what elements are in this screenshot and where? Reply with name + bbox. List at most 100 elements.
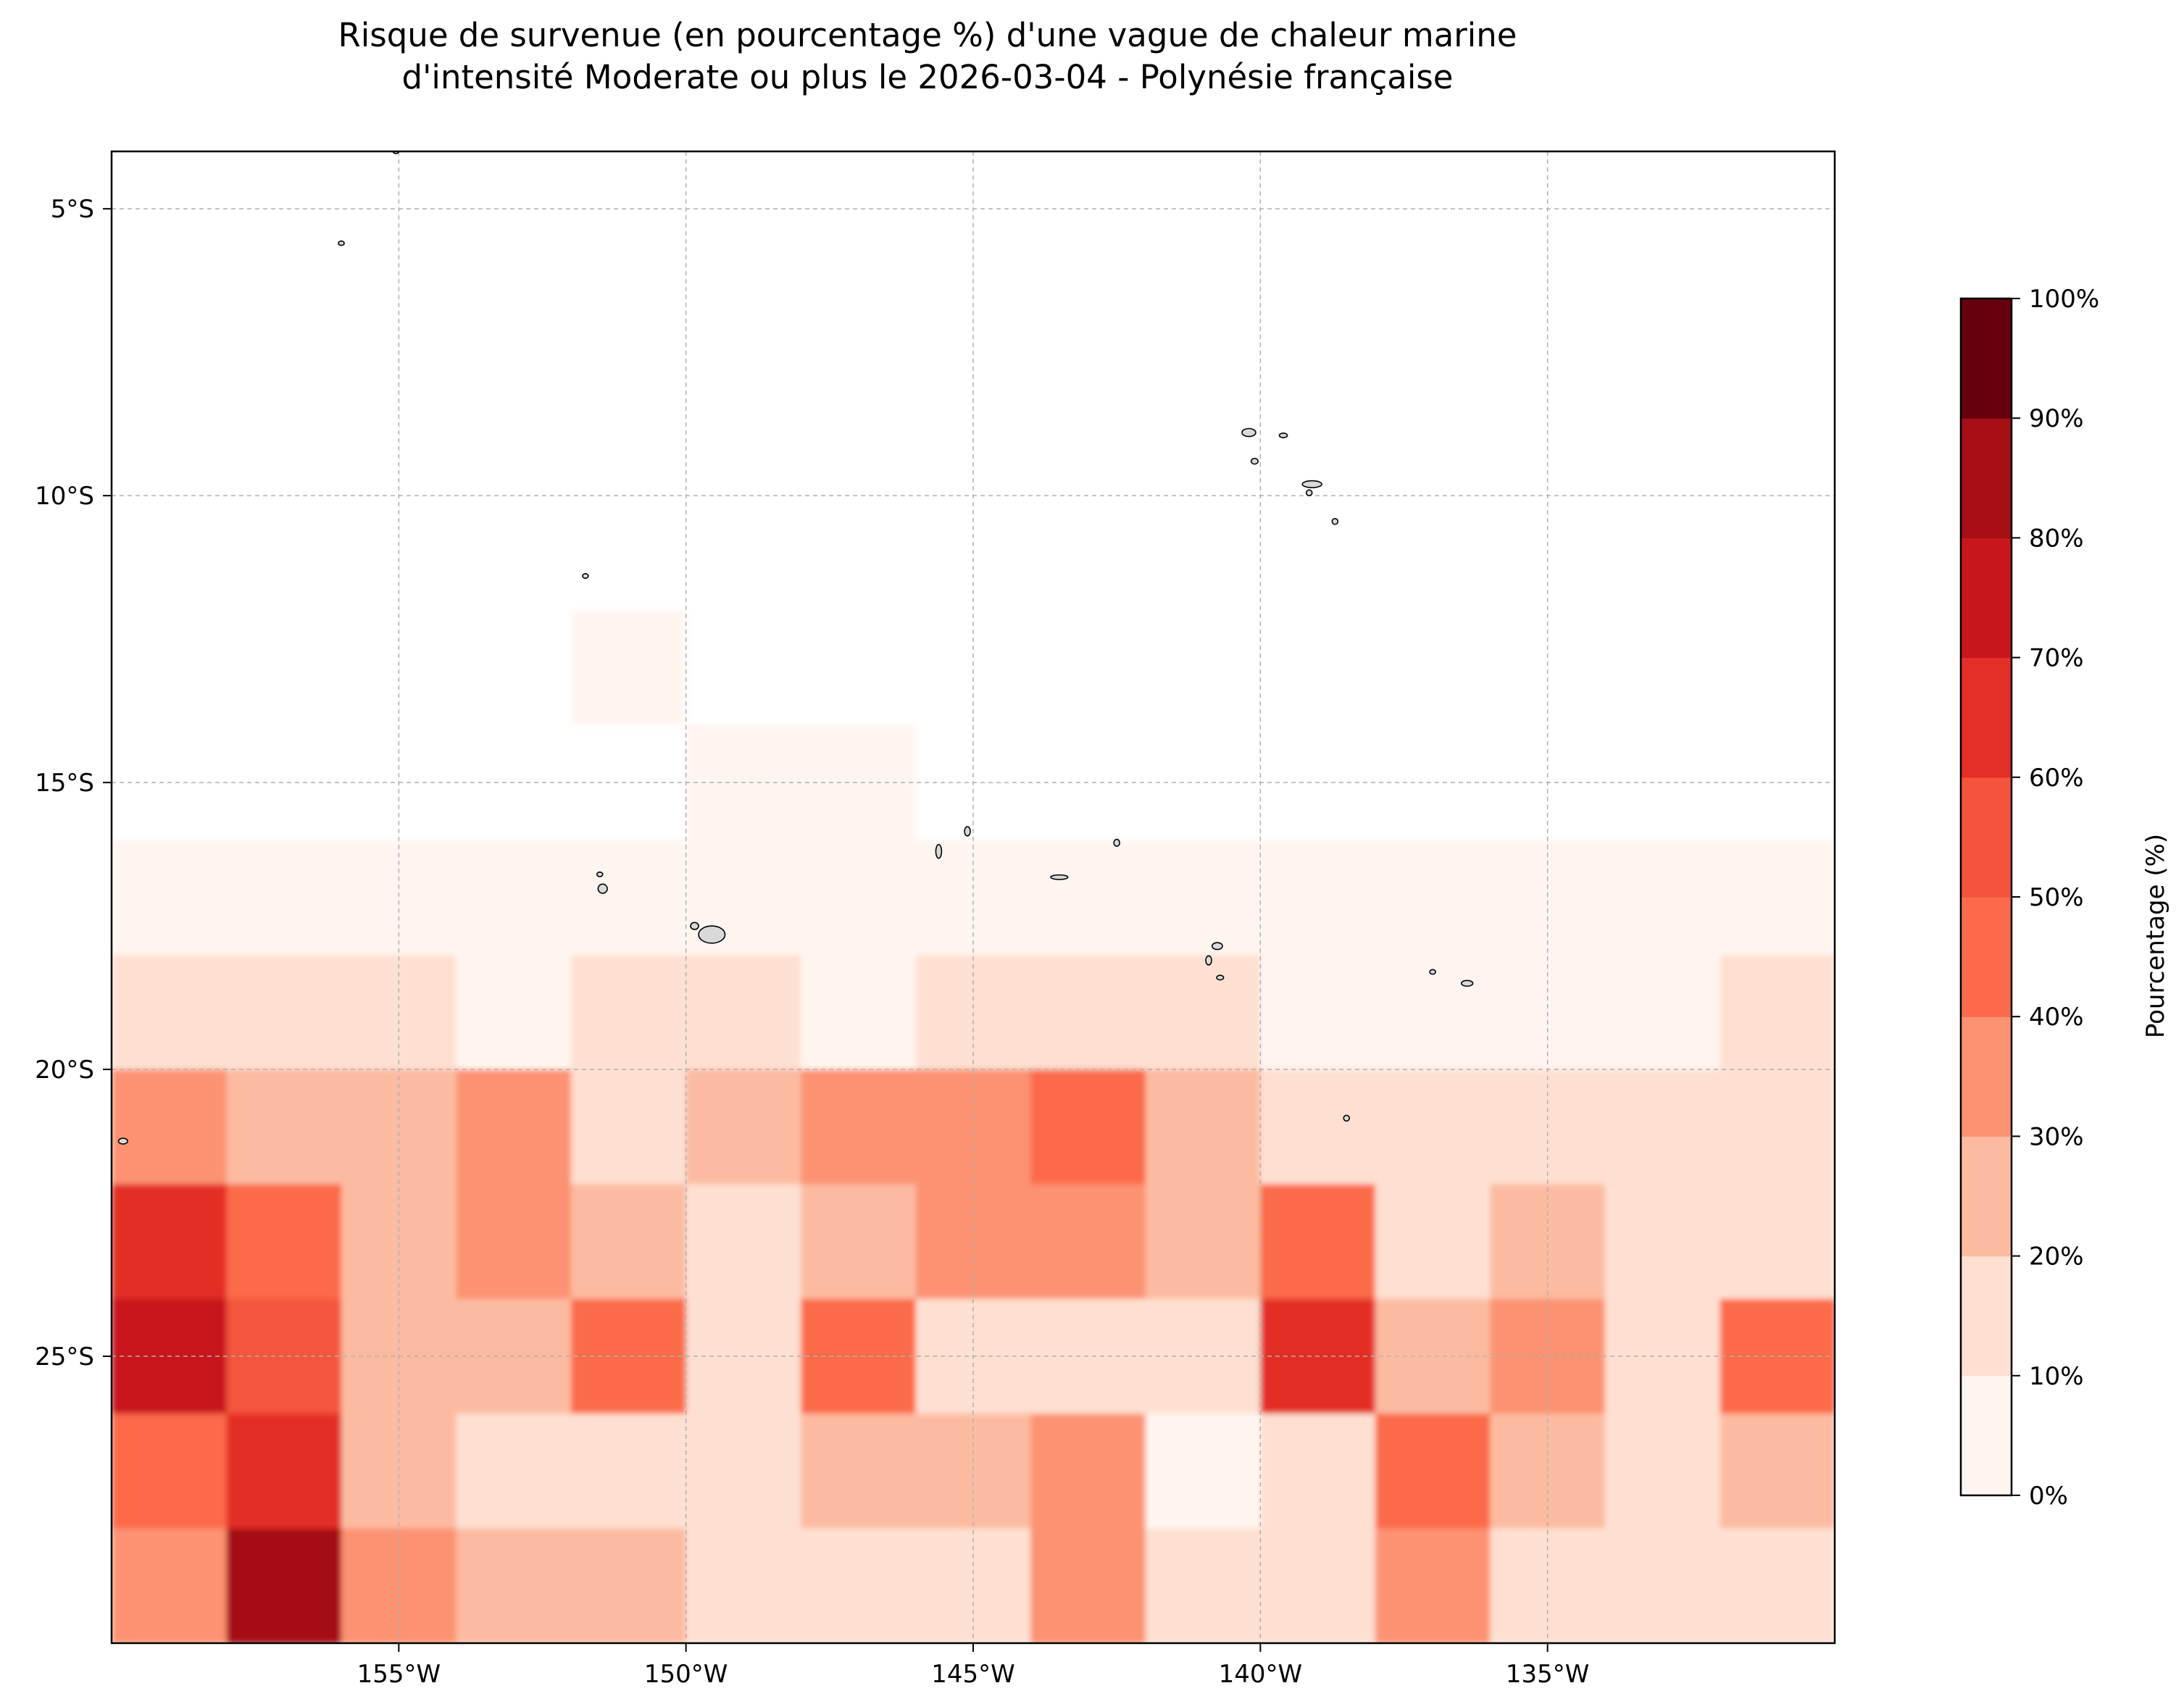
heatmap-cell [1375,1528,1491,1643]
heatmap-cell [226,1413,343,1529]
heatmap-cell [1145,1528,1262,1643]
heatmap-cell [1720,496,1835,611]
heatmap-cell [801,610,917,726]
heatmap-cell [112,1069,228,1185]
heatmap-cell [1260,380,1376,497]
heatmap-cell [1720,840,1835,956]
heatmap-cell [801,1298,917,1415]
heatmap-cell [456,1069,572,1185]
gridlines [112,151,1835,1643]
heatmap-cell [1145,954,1262,1071]
heatmap-cell [226,266,343,382]
island-shape [1278,433,1288,438]
heatmap-cell [456,610,572,726]
heatmap-cell [685,380,802,497]
heatmap-cell [1260,610,1376,726]
heatmap-cell [1145,266,1262,382]
colorbar-tick-label: 70% [2029,644,2084,673]
heatmap-cell [1720,1184,1835,1300]
island-shape [582,573,589,579]
heatmap-cell [915,266,1032,382]
heatmap-cell [1145,380,1262,497]
heatmap-cell [685,496,802,611]
colorbar-tick-label: 60% [2029,764,2084,793]
island-shape [1205,955,1212,966]
colorbar-segment [1961,777,2012,898]
heatmap-cell [801,496,917,611]
heatmap-cell [1604,610,1721,726]
heatmap-cell [456,1184,572,1300]
heatmap-cell [1145,1069,1262,1185]
heatmap-cell [1030,1069,1146,1185]
x-tick-label: 135°W [1506,1660,1590,1689]
colorbar-tick-label: 100% [2029,285,2099,314]
heatmap-cell [801,954,917,1071]
heatmap-cell [341,840,457,956]
heatmap-cell [1145,1413,1262,1529]
heatmap-cell [1720,1413,1835,1529]
heatmap-cell [112,1413,228,1529]
heatmap-cell [1260,496,1376,611]
colorbar-segment [1961,657,2012,778]
heatmap-cell [915,840,1032,956]
colorbar-segment [1961,1256,2012,1377]
heatmap-cell [571,1528,687,1643]
heatmap-cell [226,1069,343,1185]
heatmap-cell [112,954,228,1071]
colorbar-segment [1961,1375,2012,1496]
heatmap-cell [112,840,228,956]
heatmap-cell [685,1069,802,1185]
heatmap-cell [456,496,572,611]
heatmap-cell [685,610,802,726]
island-shape [935,843,943,859]
colorbar-segment [1961,538,2012,659]
island-shape [698,925,726,944]
heatmap-cell [1030,380,1146,497]
heatmap-cell [226,724,343,841]
heatmap-cell [571,380,687,497]
island-shape [338,240,345,246]
heatmap-cell [685,266,802,382]
heatmap-cell [112,1184,228,1300]
heatmap-cell [1260,1069,1376,1185]
island-shape [597,883,608,894]
heatmap-cell [226,1298,343,1415]
heatmap-cell [1720,1528,1835,1643]
island-shape [1250,457,1259,465]
y-tick-label: 10°S [35,482,94,511]
heatmap-cell [1260,1184,1376,1300]
heatmap-cell [685,954,802,1071]
island-shape [1113,838,1120,847]
y-tick-label: 15°S [35,769,94,798]
heatmap-cell [1375,724,1491,841]
heatmap-cell [1260,1528,1376,1643]
heatmap-cell [1375,1184,1491,1300]
heatmap-cell [1145,610,1262,726]
heatmap-cell [1375,840,1491,956]
heatmap-cell [226,610,343,726]
heatmap-cell [1490,610,1606,726]
heatmap-cell [112,496,228,611]
heatmap-cell [341,610,457,726]
colorbar-segment [1961,1136,2012,1257]
heatmap-cell [1260,1413,1376,1529]
heatmap-cell [1145,496,1262,611]
colorbar-tick-label: 20% [2029,1242,2084,1271]
heatmap-cell [112,1528,228,1643]
heatmap-cell [1604,380,1721,497]
colorbar-tick-label: 80% [2029,524,2084,553]
heatmap-cell [801,1184,917,1300]
heatmap-cell [571,496,687,611]
island-shape [1216,974,1225,981]
colorbar-segment [1961,897,2012,1017]
y-tick-label: 5°S [51,195,94,224]
heatmap-cell [801,266,917,382]
heatmap-cell [915,610,1032,726]
colorbar-tick-label: 0% [2029,1482,2068,1511]
heatmap-cell [1030,1528,1146,1643]
heatmap-cell [1604,954,1721,1071]
colorbar: 0% 10% 20% 30% 40% 50% 60% 70% 80% 90% 100% [1959,285,2099,1511]
heatmap-cell [801,1413,917,1529]
heatmap-cell [1260,266,1376,382]
